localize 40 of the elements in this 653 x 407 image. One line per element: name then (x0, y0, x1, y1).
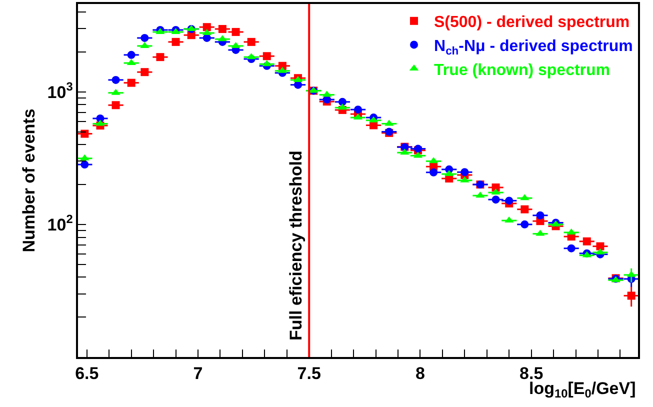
ref-line-label: Full eficiency threshold (286, 150, 306, 340)
point (520, 205, 529, 214)
point (627, 292, 636, 300)
point (520, 220, 529, 228)
point (218, 24, 226, 33)
point (140, 68, 149, 76)
y-axis-title: Number of events (19, 108, 38, 252)
y-tick-label: 10$^{2}$ (47, 212, 74, 234)
point (80, 130, 89, 138)
point (354, 106, 362, 114)
point (536, 211, 544, 220)
point (202, 23, 211, 32)
x-tick-label: 7.5 (297, 364, 321, 384)
x-tick-label: 6.5 (75, 364, 99, 384)
point (112, 101, 120, 110)
point (596, 242, 604, 250)
point (567, 244, 576, 252)
x-axis-title: log$_{10}$[E$_{0}$/GeV] (529, 379, 636, 401)
point (127, 50, 136, 59)
x-tick-label: 7 (193, 364, 203, 384)
legend-label: S(500) - derived spectrum (434, 14, 630, 32)
point (430, 168, 438, 176)
point (127, 78, 136, 87)
point (112, 76, 120, 84)
legend-label: N$_{ch}$-Nμ - derived spectrum (434, 38, 633, 58)
point (262, 52, 271, 60)
point (172, 38, 180, 46)
point (338, 98, 346, 106)
point (80, 160, 89, 169)
legend-label: True (known) spectrum (434, 62, 610, 79)
point (505, 196, 514, 205)
point (492, 196, 500, 204)
point (156, 53, 164, 62)
x-tick-label: 8 (415, 364, 425, 384)
point (582, 237, 591, 246)
point (140, 34, 149, 42)
y-tick-label: 10$^{3}$ (47, 80, 74, 102)
point (460, 168, 469, 176)
point (247, 38, 256, 46)
point (232, 28, 240, 36)
